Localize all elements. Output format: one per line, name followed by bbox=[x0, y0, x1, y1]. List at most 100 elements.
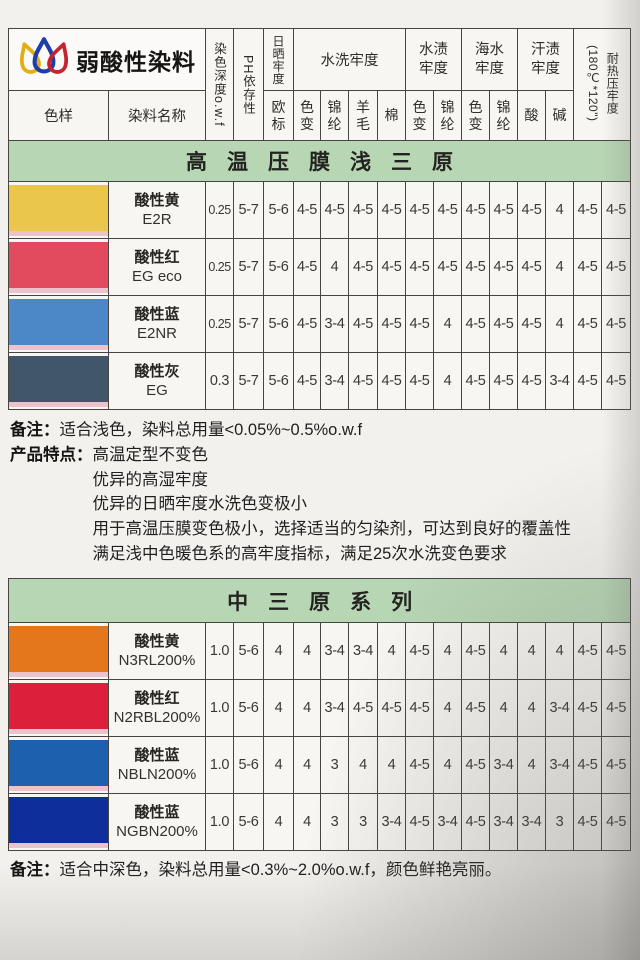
fastness-value: 4-5 bbox=[377, 238, 406, 296]
col-sea-sub-0: 色变 bbox=[461, 90, 491, 141]
dye-code: NBLN200% bbox=[117, 766, 197, 783]
fastness-value: 4-5 bbox=[293, 181, 321, 239]
fastness-value: 3-4 bbox=[320, 352, 349, 410]
fastness-value: 5-6 bbox=[233, 679, 264, 737]
fastness-value: 4 bbox=[545, 238, 575, 296]
notes-block-1: 备注：适合浅色，染料总用量<0.05%~0.5%o.w.f 产品特点： 高温定型… bbox=[10, 418, 624, 567]
fabric-swatch bbox=[9, 298, 108, 345]
col-water-group: 水渍牢度 bbox=[404, 28, 463, 91]
fastness-value: 4 bbox=[293, 679, 321, 737]
fastness-value: 4-5 bbox=[517, 181, 547, 239]
fastness-value: 1.0 bbox=[205, 736, 234, 794]
color-swatch-cell bbox=[8, 295, 109, 353]
col-wash-sub-3: 棉 bbox=[377, 90, 406, 141]
dye-row: 酸性灰 EG 0.3 5-7 5-6 4-5 3-4 4-5 4-5 4-5 4 4-5 4-5 4-5 3… bbox=[8, 352, 632, 410]
dye-code: N2RBL200% bbox=[113, 709, 201, 726]
fastness-value: 0.3 bbox=[205, 352, 234, 410]
fastness-value: 3-4 bbox=[320, 679, 349, 737]
fastness-value: 3-4 bbox=[517, 793, 546, 851]
dye-name: 酸性蓝 bbox=[134, 803, 180, 821]
fastness-value: 5-7 bbox=[233, 352, 264, 410]
fastness-value: 4-5 bbox=[293, 352, 321, 410]
col-sweat-group: 汗渍牢度 bbox=[517, 28, 575, 91]
col-wash-sub-2: 羊毛 bbox=[348, 90, 378, 141]
fastness-value: 3-4 bbox=[489, 793, 518, 851]
heat-label: 耐热压牢度 bbox=[605, 51, 620, 115]
series-banner-1: 高温压膜浅三原 bbox=[7, 140, 632, 182]
fastness-value: 4-5 bbox=[489, 238, 519, 296]
remark-label: 备注： bbox=[10, 861, 60, 879]
fastness-value: 0.25 bbox=[205, 295, 234, 353]
dye-code: E2NR bbox=[136, 325, 177, 342]
fastness-value: 4 bbox=[293, 622, 321, 680]
dye-code: E2R bbox=[142, 211, 172, 228]
fastness-value: 4-5 bbox=[489, 181, 519, 239]
dye-name: 酸性红 bbox=[134, 689, 180, 707]
series-banner-row: 高温压膜浅三原 bbox=[7, 140, 632, 182]
product-feature: 满足浅中色暖色系的高牢度指标，满足25次水洗变色要求 bbox=[92, 544, 507, 563]
fastness-value: 4 bbox=[489, 622, 518, 680]
dye-code: EG bbox=[146, 382, 168, 399]
fastness-value: 4-5 bbox=[600, 622, 632, 680]
fabric-swatch bbox=[9, 355, 108, 402]
col-ph-header: PH依存性 bbox=[233, 28, 264, 141]
fastness-value: 4 bbox=[293, 736, 321, 794]
col-wash-sub-0: 色变 bbox=[293, 90, 321, 141]
fastness-value: 4-5 bbox=[405, 352, 434, 410]
fastness-value: 4-5 bbox=[573, 238, 603, 296]
fastness-value: 4 bbox=[433, 622, 462, 680]
swatch-edge bbox=[9, 842, 108, 848]
fastness-value: 4-5 bbox=[461, 622, 490, 680]
dye-row: 酸性蓝 NBLN200% 1.0 5-6 4 4 3 4 4 4-5 4 4-5 3-4 4 3-4 4-5 4… bbox=[8, 736, 632, 794]
col-wash-sub-1: 锦纶 bbox=[320, 90, 349, 141]
fastness-value: 4 bbox=[263, 793, 294, 851]
dye-name: 酸性黄 bbox=[134, 191, 180, 209]
col-sweat-sub-0: 酸 bbox=[517, 90, 547, 141]
fastness-value: 3-4 bbox=[433, 793, 462, 851]
fastness-value: 5-7 bbox=[233, 295, 264, 353]
dye-name-cell: 酸性黄 E2R bbox=[108, 181, 206, 239]
fastness-value: 4 bbox=[263, 679, 294, 737]
col-light-group: 日晒牢度 bbox=[263, 28, 294, 91]
dye-row: 酸性蓝 E2NR 0.25 5-7 5-6 4-5 3-4 4-5 4-5 4-5 4 4-5 4-5 4… bbox=[8, 295, 632, 353]
fastness-value: 3-4 bbox=[545, 736, 574, 794]
fastness-value: 4-5 bbox=[432, 238, 463, 296]
fastness-value: 4-5 bbox=[432, 181, 463, 239]
swatch-edge bbox=[9, 401, 108, 407]
fastness-value: 4 bbox=[320, 238, 349, 296]
notes-block-2: 备注：适合中深色，染料总用量<0.3%~2.0%o.w.f，颜色鲜艳亮丽。 bbox=[10, 858, 624, 883]
remark-line: 备注：适合中深色，染料总用量<0.3%~2.0%o.w.f，颜色鲜艳亮丽。 bbox=[10, 858, 624, 883]
fabric-swatch bbox=[9, 739, 108, 786]
fastness-value: 4-5 bbox=[377, 295, 406, 353]
fastness-value: 4-5 bbox=[601, 352, 632, 410]
dye-name-cell: 酸性灰 EG bbox=[108, 352, 206, 410]
color-swatch-cell bbox=[8, 736, 109, 794]
product-feature: 用于高温压膜变色极小，选择适当的匀染剂，可达到良好的覆盖性 bbox=[92, 520, 572, 538]
fastness-value: 4 bbox=[433, 679, 462, 737]
fastness-value: 4 bbox=[293, 793, 321, 851]
series-banner-2: 中三原系列 bbox=[7, 578, 632, 623]
dye-name: 酸性蓝 bbox=[134, 305, 180, 323]
fastness-value: 4-5 bbox=[600, 679, 632, 737]
fastness-value: 4-5 bbox=[405, 622, 434, 680]
fastness-value: 3 bbox=[348, 793, 378, 851]
product-feature: 优异的日晒牢度水洗色变极小 bbox=[92, 495, 308, 514]
fastness-value: 1.0 bbox=[205, 793, 234, 851]
fastness-value: 4-5 bbox=[461, 679, 490, 737]
fabric-swatch bbox=[9, 184, 108, 231]
fastness-value: 4 bbox=[433, 736, 462, 794]
fastness-value: 4-5 bbox=[405, 679, 434, 737]
fastness-value: 4-5 bbox=[517, 295, 547, 353]
fastness-value: 3-4 bbox=[348, 622, 378, 680]
fastness-table-2: 中三原系列 酸性黄 N3RL200% 1.0 5-6 4 4 3-4 3-4 4 4-5 4 4-5 4… bbox=[7, 578, 632, 851]
fastness-value: 4-5 bbox=[601, 238, 632, 296]
color-swatch-cell bbox=[8, 793, 109, 851]
dye-code: EG eco bbox=[131, 268, 183, 285]
col-water-sub-0: 色变 bbox=[405, 90, 434, 141]
swatch-edge bbox=[9, 287, 108, 293]
dye-row: 酸性黄 E2R 0.25 5-7 5-6 4-5 4-5 4-5 4-5 4-5 4-5 4-5 4-5… bbox=[8, 181, 632, 239]
fastness-value: 4 bbox=[348, 736, 378, 794]
product-feature: 高温定型不变色 bbox=[92, 445, 209, 464]
dye-row: 酸性红 N2RBL200% 1.0 5-6 4 4 3-4 4-5 4-5 4-5 4 4-5 4 4 3-… bbox=[8, 679, 632, 737]
remark-line: 备注：适合浅色，染料总用量<0.05%~0.5%o.w.f bbox=[10, 418, 624, 443]
